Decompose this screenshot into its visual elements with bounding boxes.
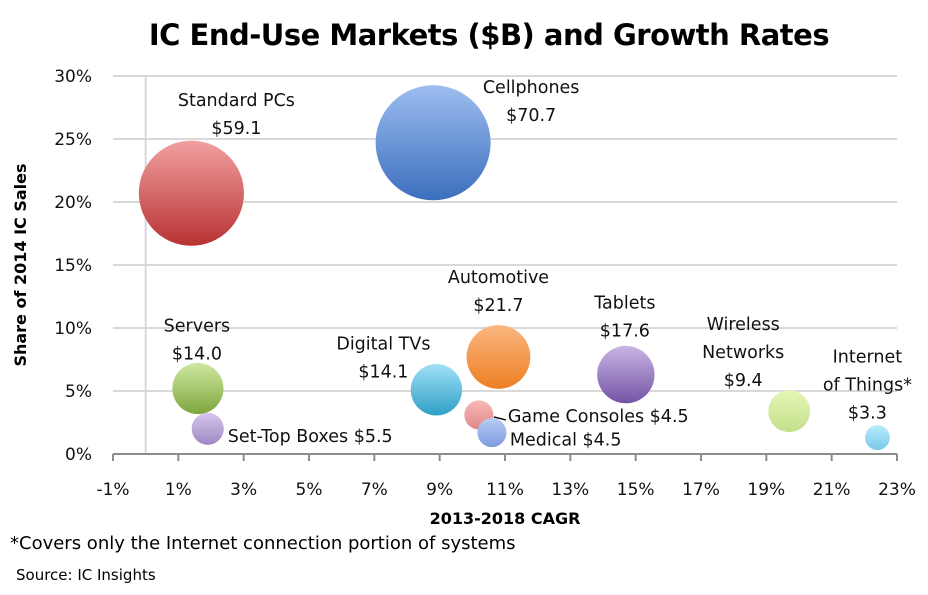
x-tick-label: 3% <box>230 480 257 500</box>
x-tick-label: 19% <box>747 480 785 500</box>
footnote: *Covers only the Internet connection por… <box>10 533 516 554</box>
y-axis-title: Share of 2014 IC Sales <box>11 163 30 366</box>
y-tick-label: 0% <box>65 445 92 465</box>
bubble-labels: Standard PCs $59.1 Cellphones $70.7 Servers $… <box>164 78 913 451</box>
x-tick-label: 7% <box>361 480 388 500</box>
label-digital-tvs: Digital TVs <box>336 335 430 355</box>
label-standard-pcs: Standard PCs <box>178 91 295 111</box>
bubble-servers <box>172 362 224 415</box>
bubble-tablets <box>597 345 655 404</box>
bubbles <box>138 85 890 451</box>
bubble-wireless-networks <box>768 390 811 433</box>
label-tablets: $17.6 <box>600 322 650 342</box>
x-tick-label: 17% <box>682 480 720 500</box>
label-digital-tvs: $14.1 <box>358 363 408 383</box>
bubble-automotive <box>466 325 531 389</box>
x-tick-label: -1% <box>96 480 129 500</box>
y-tick-label: 30% <box>54 67 92 87</box>
label-wireless-networks: Networks <box>702 343 784 363</box>
label-internet-of-things: $3.3 <box>848 404 887 424</box>
x-tick-label: 1% <box>165 480 192 500</box>
axes: 0% 5% 10% 15% 20% 25% 30% -1% 1% 3% 5% 7% 9% 11% 13% 15… <box>54 67 916 500</box>
label-internet-of-things: Internet <box>833 348 903 368</box>
label-game-consoles: Game Consoles $4.5 <box>508 407 689 427</box>
label-cellphones: Cellphones <box>483 78 580 98</box>
y-tick-label: 20% <box>54 193 92 213</box>
x-tick-label: 5% <box>296 480 323 500</box>
label-medical: Medical $4.5 <box>510 431 622 451</box>
bubble-standard-pcs <box>138 140 244 246</box>
label-servers: Servers <box>164 316 231 336</box>
bubble-digital-tvs <box>410 364 463 416</box>
x-tick-label: 11% <box>486 480 524 500</box>
y-tick-label: 5% <box>65 382 92 402</box>
x-tick-label: 21% <box>813 480 851 500</box>
label-automotive: $21.7 <box>473 296 523 316</box>
bubble-medical <box>477 418 507 448</box>
y-tick-label: 25% <box>54 130 92 150</box>
x-tick-label: 9% <box>426 480 453 500</box>
label-internet-of-things: of Things* <box>823 376 912 396</box>
bubble-internet-of-things <box>864 425 890 451</box>
label-wireless-networks: $9.4 <box>724 371 763 391</box>
x-tick-label: 15% <box>617 480 655 500</box>
x-tick-label: 13% <box>551 480 589 500</box>
label-wireless-networks: Wireless <box>707 315 780 335</box>
y-tick-label: 10% <box>54 319 92 339</box>
label-standard-pcs: $59.1 <box>211 119 261 139</box>
y-tick-label: 15% <box>54 256 92 276</box>
label-automotive: Automotive <box>448 268 549 288</box>
x-axis-title: 2013-2018 CAGR <box>430 509 581 528</box>
gridlines <box>113 75 897 454</box>
leader-line <box>493 416 507 421</box>
label-servers: $14.0 <box>172 344 222 364</box>
bubble-set-top-boxes <box>191 412 224 445</box>
chart-title: IC End-Use Markets ($B) and Growth Rates <box>149 18 829 52</box>
label-set-top-boxes: Set-Top Boxes $5.5 <box>228 427 393 447</box>
label-cellphones: $70.7 <box>506 106 556 126</box>
source-note: Source: IC Insights <box>16 566 156 584</box>
x-tick-label: 23% <box>878 480 916 500</box>
bubble-cellphones <box>375 85 491 201</box>
label-tablets: Tablets <box>593 294 655 314</box>
